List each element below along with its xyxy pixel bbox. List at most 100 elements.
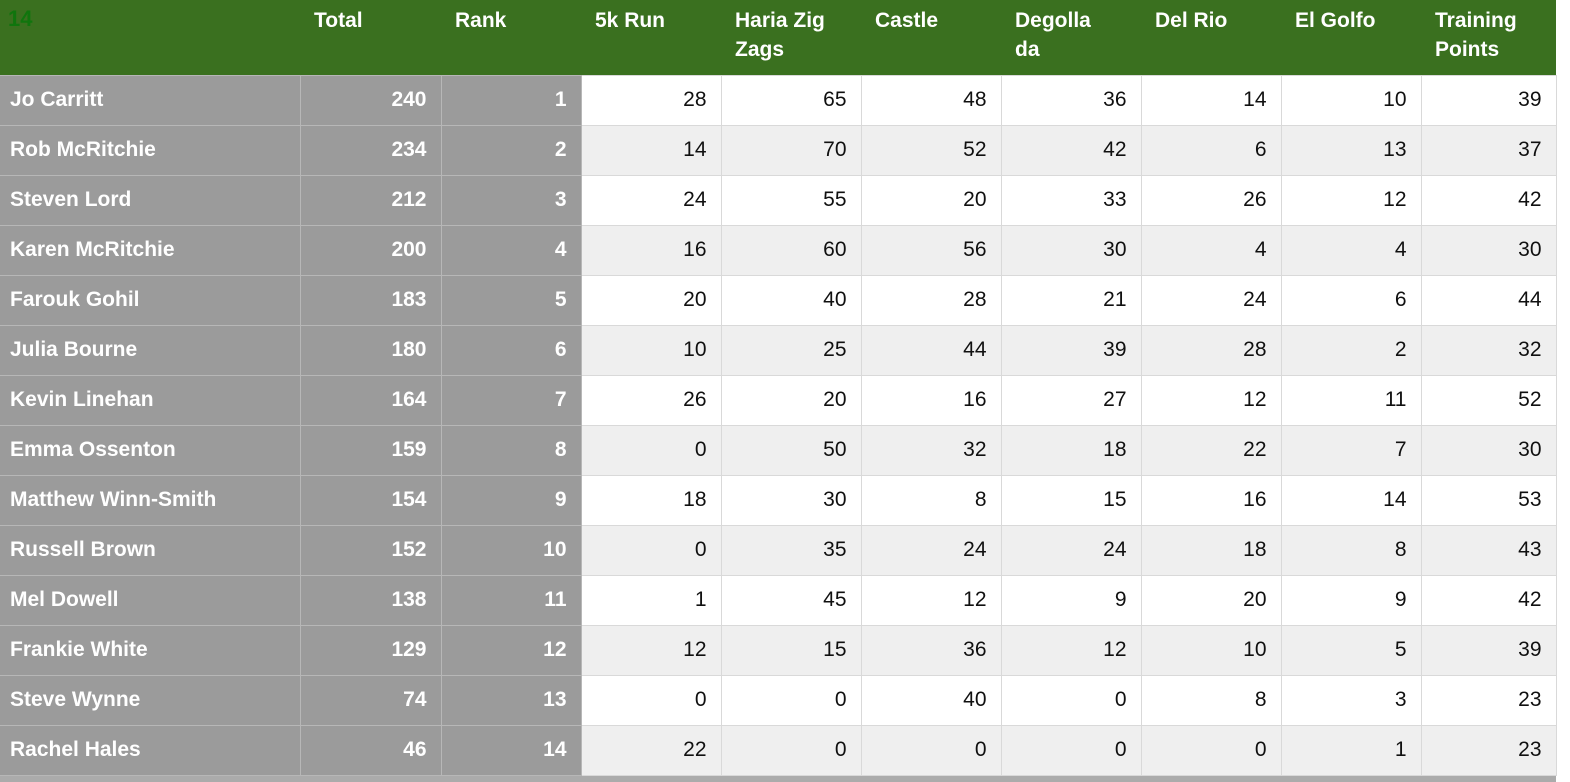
score-cell[interactable]: 55: [720, 174, 862, 226]
score-cell[interactable]: 9: [1280, 574, 1422, 626]
score-cell[interactable]: 10: [1140, 624, 1282, 676]
score-cell[interactable]: 18: [1000, 424, 1142, 476]
score-cell[interactable]: 32: [860, 424, 1002, 476]
score-cell[interactable]: 23: [1420, 674, 1557, 726]
score-cell[interactable]: 30: [1420, 224, 1557, 276]
score-cell[interactable]: 0: [860, 724, 1002, 776]
athlete-name-cell[interactable]: Kevin Linehan: [0, 374, 301, 426]
score-cell[interactable]: 39: [1420, 74, 1557, 126]
column-header-del-rio[interactable]: Del Rio: [1141, 0, 1281, 75]
score-cell[interactable]: 43: [1420, 524, 1557, 576]
score-cell[interactable]: 44: [1420, 274, 1557, 326]
score-cell[interactable]: 24: [860, 524, 1002, 576]
score-cell[interactable]: 3: [1280, 674, 1422, 726]
total-cell[interactable]: 200: [299, 224, 442, 276]
athlete-name-cell[interactable]: Julia Bourne: [0, 324, 301, 376]
score-cell[interactable]: 12: [1280, 174, 1422, 226]
athlete-name-cell[interactable]: Karen McRitchie: [0, 224, 301, 276]
score-cell[interactable]: 20: [580, 274, 722, 326]
rank-cell[interactable]: 6: [440, 324, 582, 376]
score-cell[interactable]: 35: [720, 524, 862, 576]
score-cell[interactable]: 18: [1140, 524, 1282, 576]
score-cell[interactable]: 44: [860, 324, 1002, 376]
score-cell[interactable]: 36: [1000, 74, 1142, 126]
score-cell[interactable]: 25: [720, 324, 862, 376]
total-cell[interactable]: 152: [299, 524, 442, 576]
score-cell[interactable]: 42: [1000, 124, 1142, 176]
rank-cell[interactable]: 9: [440, 474, 582, 526]
total-cell[interactable]: 212: [299, 174, 442, 226]
score-cell[interactable]: 26: [1140, 174, 1282, 226]
athlete-name-cell[interactable]: Steven Lord: [0, 174, 301, 226]
score-cell[interactable]: 27: [1000, 374, 1142, 426]
athlete-name-cell[interactable]: Emma Ossenton: [0, 424, 301, 476]
score-cell[interactable]: 45: [720, 574, 862, 626]
score-cell[interactable]: 10: [1280, 74, 1422, 126]
rank-cell[interactable]: 5: [440, 274, 582, 326]
total-cell[interactable]: 159: [299, 424, 442, 476]
total-cell[interactable]: 129: [299, 624, 442, 676]
column-header-5k-run[interactable]: 5k Run: [581, 0, 721, 75]
score-cell[interactable]: 32: [1420, 324, 1557, 376]
rank-cell[interactable]: 14: [440, 724, 582, 776]
score-cell[interactable]: 6: [1140, 124, 1282, 176]
score-cell[interactable]: 10: [580, 324, 722, 376]
score-cell[interactable]: 0: [1000, 674, 1142, 726]
score-cell[interactable]: 16: [1140, 474, 1282, 526]
column-header-haria-zig-zags[interactable]: Haria Zig Zags: [721, 0, 861, 75]
score-cell[interactable]: 48: [860, 74, 1002, 126]
score-cell[interactable]: 30: [1420, 424, 1557, 476]
score-cell[interactable]: 12: [580, 624, 722, 676]
score-cell[interactable]: 50: [720, 424, 862, 476]
score-cell[interactable]: 21: [1000, 274, 1142, 326]
column-header-total[interactable]: Total: [300, 0, 441, 75]
score-cell[interactable]: 14: [1140, 74, 1282, 126]
score-cell[interactable]: 28: [580, 74, 722, 126]
score-cell[interactable]: 28: [1140, 324, 1282, 376]
score-cell[interactable]: 12: [1000, 624, 1142, 676]
athlete-name-cell[interactable]: Farouk Gohil: [0, 274, 301, 326]
score-cell[interactable]: 15: [720, 624, 862, 676]
score-cell[interactable]: 0: [1000, 724, 1142, 776]
score-cell[interactable]: 20: [860, 174, 1002, 226]
score-cell[interactable]: 18: [580, 474, 722, 526]
rank-cell[interactable]: 8: [440, 424, 582, 476]
score-cell[interactable]: 0: [720, 674, 862, 726]
score-cell[interactable]: 42: [1420, 174, 1557, 226]
rank-cell[interactable]: 7: [440, 374, 582, 426]
score-cell[interactable]: 39: [1420, 624, 1557, 676]
total-cell[interactable]: 234: [299, 124, 442, 176]
rank-cell[interactable]: 10: [440, 524, 582, 576]
score-cell[interactable]: 12: [1140, 374, 1282, 426]
rank-cell[interactable]: 1: [440, 74, 582, 126]
column-header-castle[interactable]: Castle: [861, 0, 1001, 75]
score-cell[interactable]: 8: [860, 474, 1002, 526]
total-cell[interactable]: 154: [299, 474, 442, 526]
score-cell[interactable]: 40: [860, 674, 1002, 726]
score-cell[interactable]: 37: [1420, 124, 1557, 176]
score-cell[interactable]: 53: [1420, 474, 1557, 526]
score-cell[interactable]: 0: [720, 724, 862, 776]
score-cell[interactable]: 14: [1280, 474, 1422, 526]
score-cell[interactable]: 22: [580, 724, 722, 776]
score-cell[interactable]: 4: [1140, 224, 1282, 276]
total-cell[interactable]: 74: [299, 674, 442, 726]
score-cell[interactable]: 11: [1280, 374, 1422, 426]
score-cell[interactable]: 30: [720, 474, 862, 526]
corner-cell[interactable]: 14: [0, 0, 300, 75]
column-header-rank[interactable]: Rank: [441, 0, 581, 75]
score-cell[interactable]: 70: [720, 124, 862, 176]
score-cell[interactable]: 20: [1140, 574, 1282, 626]
score-cell[interactable]: 0: [1140, 724, 1282, 776]
athlete-name-cell[interactable]: Jo Carritt: [0, 74, 301, 126]
score-cell[interactable]: 60: [720, 224, 862, 276]
athlete-name-cell[interactable]: Rachel Hales: [0, 724, 301, 776]
score-cell[interactable]: 0: [580, 424, 722, 476]
total-cell[interactable]: 180: [299, 324, 442, 376]
score-cell[interactable]: 6: [1280, 274, 1422, 326]
score-cell[interactable]: 14: [580, 124, 722, 176]
score-cell[interactable]: 24: [580, 174, 722, 226]
score-cell[interactable]: 13: [1280, 124, 1422, 176]
score-cell[interactable]: 9: [1000, 574, 1142, 626]
score-cell[interactable]: 40: [720, 274, 862, 326]
